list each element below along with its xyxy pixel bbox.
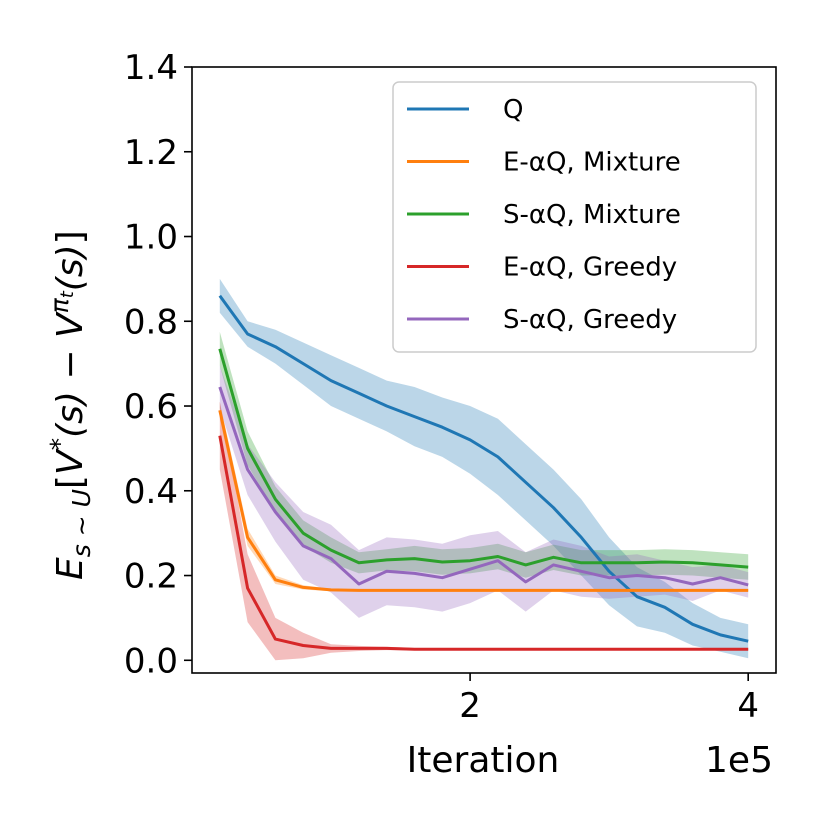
y-title-pi: π <box>45 297 74 313</box>
y-title-subscript: s ~ U <box>67 489 96 557</box>
y-title-s2: (s) <box>50 244 91 291</box>
y-tick-label: 1.0 <box>124 218 178 258</box>
band-s-alphaq-greedy <box>219 365 749 618</box>
y-axis-title: Es ~ U[V*(s) − Vπt(s)] <box>45 230 96 580</box>
svg-text:Es ~ U[V*(s) − Vπt(s)]: Es ~ U[V*(s) − Vπt(s)] <box>45 230 96 580</box>
legend-box <box>392 81 757 353</box>
y-title-s1: (s) − <box>50 338 91 438</box>
y-tick-label: 1.4 <box>124 48 178 88</box>
legend-label-e-alphaq-mixture: E-αQ, Mixture <box>503 148 681 178</box>
y-title-v-star: V <box>50 448 91 475</box>
y-title-pi-subscript: t <box>57 290 78 298</box>
x-tick-label: 4 <box>737 686 759 726</box>
series-line-q <box>218 294 749 643</box>
y-title-e: E <box>50 557 91 580</box>
axes: 0.0 0.2 0.4 0.6 0.8 1.0 1.2 1.4 2 4 <box>124 48 777 726</box>
y-tick-label: 0.6 <box>124 387 178 427</box>
band-e-alphaq-mixture <box>219 401 749 592</box>
plot-frame <box>191 66 777 674</box>
y-tick-label: 1.2 <box>124 133 178 173</box>
x-axis-offset-label: 1e5 <box>705 740 773 781</box>
band-s-alphaq-mixture <box>219 331 749 580</box>
series-line-e-alphaq-greedy <box>218 435 749 651</box>
y-title-bracket-close: ] <box>50 230 91 244</box>
y-title-v-pi: V <box>50 311 91 338</box>
x-tick-label: 2 <box>459 686 481 726</box>
legend-label-s-alphaq-mixture: S-αQ, Mixture <box>503 200 681 230</box>
y-tick-label: 0.4 <box>124 472 178 512</box>
x-axis-title: Iteration <box>407 740 560 781</box>
series-line-s-alphaq-mixture <box>218 348 749 569</box>
y-title-star: * <box>45 438 74 451</box>
y-tick-label: 0.0 <box>124 641 178 681</box>
series-line-e-alphaq-mixture <box>218 409 749 592</box>
y-tick-label: 0.2 <box>124 557 178 597</box>
y-title-bracket-open: [ <box>50 475 91 489</box>
legend-label-e-alphaq-greedy: E-αQ, Greedy <box>503 253 677 283</box>
series-line-s-alphaq-greedy <box>218 386 749 587</box>
series-lines <box>218 294 749 651</box>
y-tick-label: 0.8 <box>124 302 178 342</box>
legend: Q E-αQ, Mixture S-αQ, Mixture E-αQ, Greedy S… <box>392 81 757 353</box>
legend-label-s-alphaq-greedy: S-αQ, Greedy <box>503 305 677 335</box>
legend-label-q: Q <box>503 95 523 125</box>
